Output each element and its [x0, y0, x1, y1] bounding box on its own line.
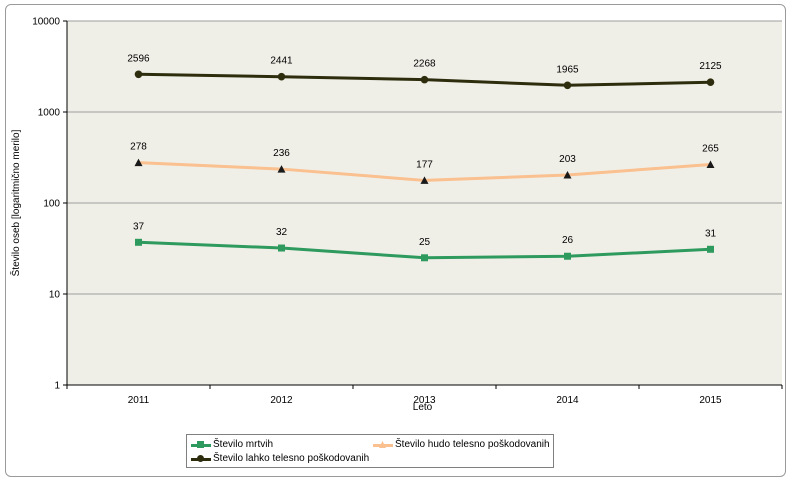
- data-label-stevilo-mrtvih-2011: 37: [133, 221, 145, 232]
- data-label-stevilo-hudo-telesno-poskodovanih-2014: 203: [559, 154, 576, 165]
- series-lines: [134, 70, 715, 262]
- y-tick-label-100: 100: [43, 199, 60, 210]
- point-stevilo-hudo-telesno-poskodovanih-2011: [134, 158, 143, 167]
- point-stevilo-lahko-telesno-poskodovanih-2015: [706, 78, 715, 87]
- point-stevilo-mrtvih-2014: [564, 252, 571, 260]
- point-stevilo-lahko-telesno-poskodovanih-2012: [277, 72, 286, 81]
- legend: Število mrtvih Število hudo telesno pošk…: [186, 434, 554, 468]
- legend-swatch-deaths: [191, 440, 211, 449]
- y-axis-title: Število oseb [logaritmično merilo]: [9, 129, 22, 276]
- point-stevilo-mrtvih-2012: [278, 244, 285, 252]
- legend-label-deaths: Število mrtvih: [213, 439, 274, 450]
- point-stevilo-mrtvih-2013: [421, 254, 428, 262]
- x-tick-label-2014: 2014: [556, 395, 579, 406]
- x-tick-label-2012: 2012: [270, 395, 293, 406]
- y-axis-ticks: 1 10 100 1000 10000: [32, 17, 782, 392]
- gridlines: [67, 20, 782, 386]
- data-label-stevilo-mrtvih-2014: 26: [562, 235, 574, 246]
- point-stevilo-lahko-telesno-poskodovanih-2014: [563, 81, 572, 90]
- data-label-stevilo-lahko-telesno-poskodovanih-2015: 2125: [699, 61, 722, 72]
- point-stevilo-lahko-telesno-poskodovanih-2011: [134, 70, 143, 79]
- point-stevilo-hudo-telesno-poskodovanih-2015: [706, 160, 715, 168]
- point-stevilo-hudo-telesno-poskodovanih-2013: [420, 176, 429, 184]
- y-tick-label-1: 1: [54, 381, 60, 392]
- series-stevilo-mrtvih: [135, 238, 714, 262]
- data-label-stevilo-lahko-telesno-poskodovanih-2012: 2441: [270, 56, 293, 67]
- data-label-stevilo-hudo-telesno-poskodovanih-2012: 236: [273, 148, 290, 159]
- x-axis-title: Leto: [413, 402, 433, 413]
- point-stevilo-lahko-telesno-poskodovanih-2013: [420, 75, 429, 84]
- data-label-stevilo-lahko-telesno-poskodovanih-2013: 2268: [413, 59, 436, 70]
- data-labels: 37 32 25 26 31 278 236 177 203 265 2596 2441 2268 196…: [127, 53, 722, 247]
- point-stevilo-mrtvih-2011: [135, 238, 142, 246]
- y-tick-label-1000: 1000: [38, 108, 61, 119]
- y-tick-label-10: 10: [49, 290, 61, 301]
- x-tick-label-2013: 2013: [413, 395, 436, 406]
- data-label-stevilo-hudo-telesno-poskodovanih-2013: 177: [416, 159, 433, 170]
- legend-item-minor-injuries: Število lahko telesno poškodovanih: [191, 453, 369, 464]
- x-tick-label-2015: 2015: [699, 395, 722, 406]
- series-stevilo-lahko-telesno-poskodovanih: [134, 70, 715, 90]
- data-label-stevilo-hudo-telesno-poskodovanih-2015: 265: [702, 143, 719, 154]
- y-tick-label-10000: 10000: [32, 17, 60, 28]
- data-label-stevilo-lahko-telesno-poskodovanih-2014: 1965: [556, 64, 579, 75]
- data-label-stevilo-mrtvih-2013: 25: [419, 237, 431, 248]
- data-label-stevilo-hudo-telesno-poskodovanih-2011: 278: [130, 142, 147, 153]
- data-label-stevilo-mrtvih-2015: 31: [705, 228, 717, 239]
- x-axis-ticks: 2011 2012 2013 2014 2015: [66, 385, 783, 406]
- point-stevilo-hudo-telesno-poskodovanih-2014: [563, 171, 572, 179]
- legend-item-serious-injuries: Število hudo telesno poškodovanih: [373, 439, 550, 450]
- point-stevilo-hudo-telesno-poskodovanih-2012: [277, 165, 286, 173]
- legend-label-minor-injuries: Število lahko telesno poškodovanih: [213, 453, 370, 464]
- series-stevilo-hudo-telesno-poskodovanih: [134, 158, 715, 184]
- point-stevilo-mrtvih-2015: [707, 245, 714, 253]
- legend-swatch-minor-injuries: [191, 454, 211, 463]
- legend-label-serious-injuries: Število hudo telesno poškodovanih: [395, 439, 550, 450]
- data-label-stevilo-mrtvih-2012: 32: [276, 227, 288, 238]
- x-tick-label-2011: 2011: [128, 395, 150, 406]
- legend-swatch-serious-injuries: [373, 440, 393, 449]
- legend-item-deaths: Število mrtvih: [191, 439, 273, 450]
- data-label-stevilo-lahko-telesno-poskodovanih-2011: 2596: [127, 53, 150, 64]
